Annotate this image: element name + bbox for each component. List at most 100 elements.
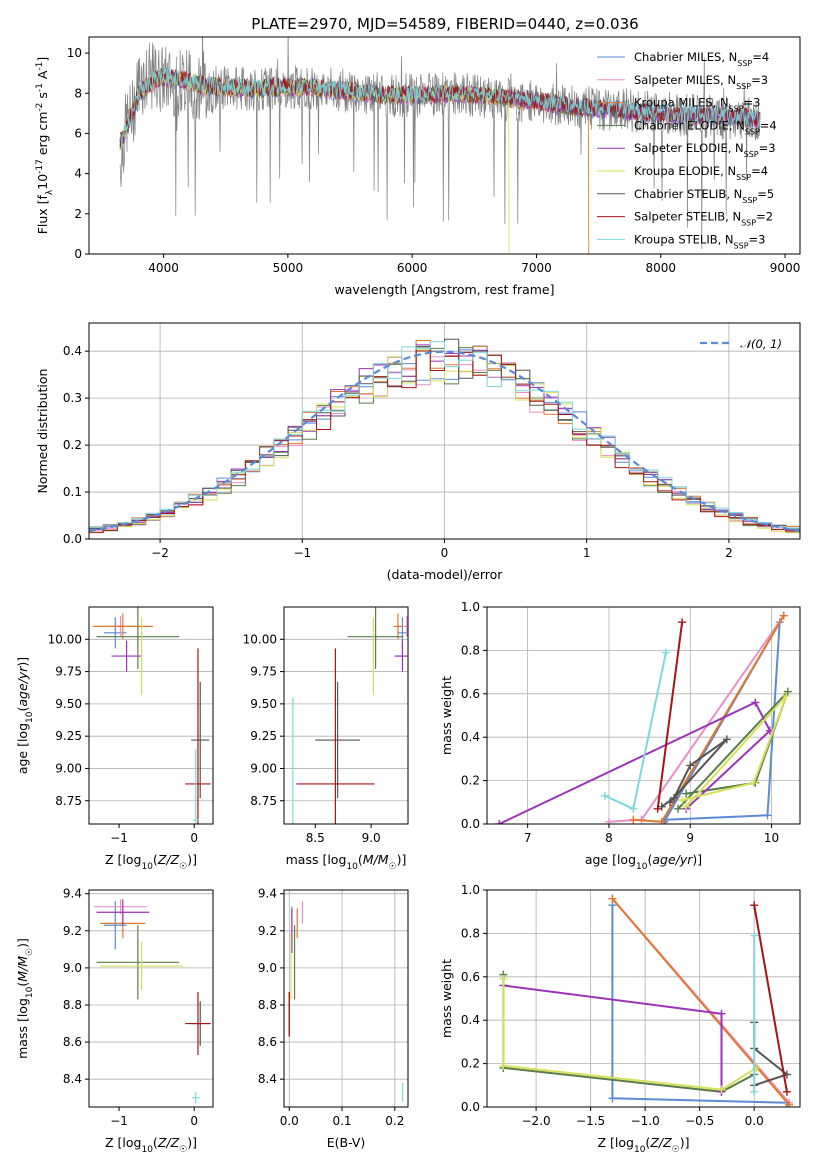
panel-mass_vs_ebv: 0.0 0.1 0.2 8.4 8.6 8.8 9.0 9.2 9.4 E(B-V) bbox=[258, 887, 409, 1150]
x-tick-label: 9000 bbox=[770, 261, 801, 275]
label-part: Flux [f bbox=[35, 194, 50, 234]
y-tick-label: 9.4 bbox=[258, 887, 277, 901]
y-tick-label: 0 bbox=[74, 247, 82, 261]
y-tick-label: 0.8 bbox=[461, 926, 480, 940]
x-tick-label: 6000 bbox=[397, 261, 428, 275]
weight-point bbox=[600, 791, 609, 800]
subscript: SSP bbox=[734, 241, 749, 250]
label-part: λ bbox=[45, 189, 55, 195]
x-tick-label: 9 bbox=[686, 831, 694, 845]
y-tick-label: 0.6 bbox=[461, 687, 480, 701]
axes-frame bbox=[283, 889, 409, 1108]
x-tick-label: −1 bbox=[293, 546, 311, 560]
label-part: )] bbox=[692, 852, 702, 867]
legend-entry: Salpeter STELIB, NSSP=2 bbox=[634, 210, 773, 228]
y-tick-label: 8.8 bbox=[258, 998, 277, 1012]
label-part: Z/Z bbox=[649, 1135, 672, 1150]
x-tick-label: 1 bbox=[583, 546, 591, 560]
weight-point bbox=[608, 1094, 617, 1103]
weight-point bbox=[782, 691, 791, 700]
weight-point bbox=[604, 817, 613, 824]
weight-point bbox=[785, 1100, 794, 1107]
legend-entry: Kroupa STELIB, NSSP=3 bbox=[634, 232, 765, 250]
label-part: erg cm bbox=[35, 112, 50, 160]
weight-series bbox=[753, 1022, 789, 1087]
subscript: SSP bbox=[736, 173, 751, 182]
weight-point bbox=[661, 648, 670, 657]
y-tick-label: 9.2 bbox=[258, 924, 277, 938]
x-axis-label: mass [log10(M/M☉)] bbox=[286, 852, 407, 872]
y-tick-label: 10.00 bbox=[243, 632, 277, 646]
label-part: -17 bbox=[35, 159, 45, 174]
weight-point bbox=[499, 1061, 508, 1070]
label-part: Z/Z bbox=[157, 852, 180, 867]
label-part: age [log bbox=[15, 723, 30, 774]
label-part: ( bbox=[645, 1135, 650, 1150]
y-axis-label: mass weight bbox=[439, 959, 454, 1038]
x-tick-label: −1.5 bbox=[576, 1114, 605, 1128]
weight-point bbox=[678, 796, 687, 805]
legend-entry: Kroupa ELODIE, NSSP=4 bbox=[634, 164, 768, 182]
weight-series bbox=[502, 974, 755, 1093]
value: =2 bbox=[756, 210, 773, 224]
label-part: ] bbox=[35, 57, 50, 62]
value: =3 bbox=[744, 96, 761, 110]
label-part: 10 bbox=[35, 174, 50, 190]
label-part: mass [log bbox=[286, 852, 347, 867]
weight-point bbox=[653, 804, 662, 813]
value: =4 bbox=[760, 118, 777, 132]
y-tick-label: 9.0 bbox=[63, 961, 82, 975]
weight-series bbox=[753, 905, 788, 1092]
weight-series bbox=[608, 615, 785, 823]
y-tick-label: 9.75 bbox=[55, 665, 82, 679]
x-tick-label: 0.0 bbox=[280, 1114, 299, 1128]
plot-area bbox=[499, 894, 794, 1107]
y-tick-label: 0.4 bbox=[461, 1013, 480, 1027]
x-tick-label: 9.0 bbox=[362, 831, 381, 845]
x-axis-label: Z [log10(Z/Z☉)] bbox=[105, 852, 197, 872]
plot-area bbox=[292, 607, 408, 824]
x-tick-label: −1.0 bbox=[631, 1114, 660, 1128]
x-tick-label: −1 bbox=[110, 831, 128, 845]
x-tick-label: 8 bbox=[605, 831, 613, 845]
weight-point bbox=[657, 817, 666, 824]
label-part: ( bbox=[647, 852, 652, 867]
plot-area bbox=[288, 901, 404, 1102]
plot-area bbox=[495, 611, 792, 824]
plot-area bbox=[94, 899, 211, 1104]
weight-point bbox=[686, 761, 695, 770]
label-part: -2 bbox=[35, 103, 45, 112]
histogram-5 bbox=[89, 349, 800, 534]
subscript: ☉ bbox=[179, 1145, 187, 1155]
y-tick-label: 1.0 bbox=[461, 600, 480, 614]
subscript: SSP bbox=[744, 150, 759, 159]
y-tick-label: 0.3 bbox=[63, 391, 82, 405]
weight-point bbox=[629, 804, 638, 813]
x-tick-label: −1 bbox=[110, 1114, 128, 1128]
subscript: SSP bbox=[737, 59, 752, 68]
y-tick-label: 0.4 bbox=[461, 730, 480, 744]
subscript: SSP bbox=[745, 127, 760, 136]
weight-series bbox=[611, 898, 790, 1106]
label-part: Z [log bbox=[105, 1135, 141, 1150]
panel-spectrum: 4000 5000 6000 7000 8000 9000 0 2 4 6 8 10 Chabrier … bbox=[35, 36, 801, 297]
x-tick-label: 0.2 bbox=[385, 1114, 404, 1128]
subscript: 10 bbox=[25, 986, 35, 998]
y-tick-label: 9.50 bbox=[55, 697, 82, 711]
x-axis-label: E(B-V) bbox=[327, 1135, 366, 1150]
weight-series bbox=[498, 701, 772, 824]
label-part: age [log bbox=[585, 852, 636, 867]
plot-area bbox=[119, 37, 761, 254]
axes-frame bbox=[88, 889, 214, 1108]
legend-entry: Salpeter ELODIE, NSSP=3 bbox=[634, 141, 776, 159]
y-tick-label: 2 bbox=[74, 207, 82, 221]
label-part: A bbox=[35, 70, 50, 83]
x-axis-label: (data-model)/error bbox=[387, 567, 504, 582]
subscript: SSP bbox=[741, 218, 756, 227]
label-part: age/yr bbox=[15, 666, 30, 707]
legend: Chabrier MILES, NSSP=4 Salpeter MILES, NS… bbox=[597, 50, 777, 250]
legend-entry: Chabrier ELODIE, NSSP=4 bbox=[634, 118, 777, 136]
x-tick-label: 7000 bbox=[521, 261, 552, 275]
weight-point bbox=[749, 778, 758, 787]
